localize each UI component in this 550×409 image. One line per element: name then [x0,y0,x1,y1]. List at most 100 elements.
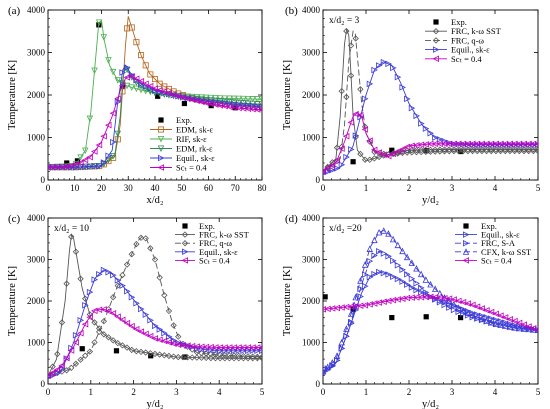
data-point [389,296,397,304]
data-point [128,251,135,258]
data-point [114,277,122,284]
data-point [408,259,416,266]
data-point [128,24,135,31]
data-point [146,82,154,90]
data-point [235,355,242,362]
data-point [165,333,173,340]
data-point [520,325,528,332]
data-point [54,350,61,358]
legend-item: CFX, k-ω SST [455,247,532,257]
data-point [151,87,159,94]
data-point [483,146,490,153]
data-point [123,261,131,268]
data-point [445,295,453,302]
data-point [394,275,402,283]
data-point [432,148,439,155]
data-point [357,86,364,93]
x-axis-label: y/d₂ [422,195,439,206]
legend-item: Exp. [158,115,192,125]
data-point [161,352,168,359]
data-point [142,330,149,338]
data-point [72,339,79,346]
legend-label: Equil., sk-ε [199,247,238,257]
data-point [155,93,161,99]
data-point [338,161,346,169]
data-point [86,153,93,161]
data-point [473,303,481,310]
data-point [376,62,383,69]
data-point [418,289,425,296]
legend-item: Scₜ = 0.4 [455,255,512,265]
data-point [441,146,448,153]
data-point [357,150,364,158]
data-point [474,311,481,318]
data-point [165,89,172,97]
data-point [333,156,341,164]
data-point [389,315,395,321]
data-point [119,342,126,349]
legend-item: Equil., sk-ε [425,45,490,55]
data-point [398,145,406,153]
data-point [380,269,388,277]
data-point [469,311,476,319]
data-point [119,282,126,289]
data-point [165,352,173,360]
y-axis-label: Temperature [K] [7,60,18,130]
data-point [128,84,135,91]
data-point [404,281,411,288]
data-point [323,168,327,175]
data-point [371,236,378,244]
data-point [394,241,402,249]
legend-label: FRC, q-ω [199,238,232,248]
data-point [343,27,350,35]
data-point [525,141,533,148]
data-point [497,321,504,328]
data-point [511,146,518,153]
y-tick-label: 0 [316,379,321,389]
data-point [506,323,514,330]
legend-item: Equil., sk-ε [175,247,238,257]
data-point [469,146,476,153]
data-point [343,325,350,332]
legend-label: Exp. [481,221,497,231]
data-point [203,97,210,105]
data-point [347,119,355,126]
data-point [436,148,444,155]
x-tick-label: 30 [124,183,134,193]
data-point [515,319,523,327]
x-tick-label: 3 [174,387,179,397]
data-point [436,146,444,153]
data-point [464,141,472,148]
data-point [179,341,187,348]
data-point [221,352,228,359]
data-point [58,319,66,326]
data-point [77,275,84,282]
data-point [516,146,523,153]
data-point [91,276,99,283]
data-point [123,82,131,90]
data-point [375,153,383,161]
data-point [534,146,538,153]
data-point [492,141,500,148]
data-point [343,333,350,340]
data-point [376,248,383,255]
data-point [488,146,495,153]
data-point [376,268,383,276]
data-point [511,317,518,325]
data-point [68,364,75,372]
legend-item: FRC, S-A [455,238,516,248]
series-5 [323,110,538,175]
data-point [193,97,200,104]
legend-item: FRC, k-ω SST [425,26,502,36]
data-point [216,98,224,105]
x-axis-label: x/d₂ [146,195,163,206]
data-point [114,95,121,102]
data-point [450,300,458,308]
data-point [249,347,257,355]
data-point [478,141,486,148]
data-point [492,146,500,153]
plot-area [48,16,262,171]
y-tick-label: 4000 [302,5,321,15]
